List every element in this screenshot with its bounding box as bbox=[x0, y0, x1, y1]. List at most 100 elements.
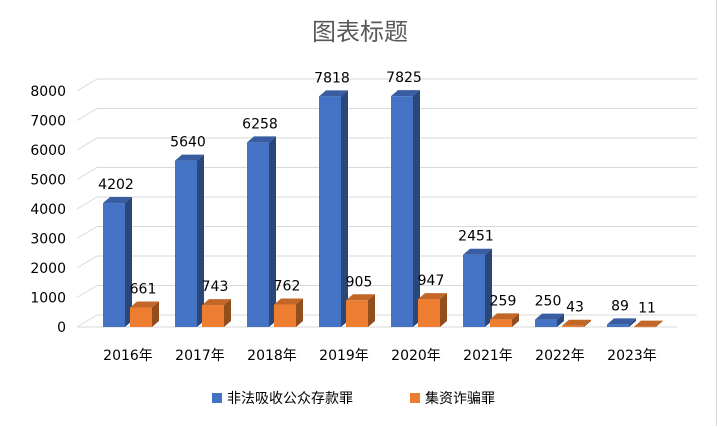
gridline-side bbox=[76, 255, 98, 269]
bar-top bbox=[418, 293, 447, 300]
data-label: 7825 bbox=[386, 70, 422, 86]
bar-side bbox=[584, 319, 591, 327]
x-tick-label: 2021年 bbox=[463, 348, 513, 364]
bar-top bbox=[319, 90, 348, 97]
gridline-side bbox=[76, 314, 98, 328]
bar-front bbox=[463, 254, 485, 327]
bar-front bbox=[562, 325, 584, 327]
data-label: 4202 bbox=[98, 177, 134, 193]
bar-series2 bbox=[346, 294, 375, 327]
data-label: 661 bbox=[130, 282, 157, 298]
bar-top bbox=[490, 313, 519, 320]
bar-front bbox=[391, 96, 413, 327]
data-label: 89 bbox=[611, 298, 629, 314]
bar-front bbox=[175, 160, 197, 327]
bar-side bbox=[224, 299, 231, 327]
bar-series1 bbox=[607, 318, 636, 327]
data-label: 5640 bbox=[170, 135, 206, 151]
y-tick-label: 1000 bbox=[30, 291, 66, 307]
y-tick-label: 5000 bbox=[30, 173, 66, 189]
data-label: 259 bbox=[490, 293, 517, 309]
legend: 非法吸收公众存款罪 集资诈骗罪 bbox=[212, 390, 495, 407]
y-tick-label: 3000 bbox=[30, 232, 66, 248]
gridline-side bbox=[76, 78, 98, 92]
data-label: 6258 bbox=[242, 116, 278, 132]
bar-top bbox=[391, 90, 420, 97]
bar-front bbox=[490, 319, 512, 327]
bar-top bbox=[202, 299, 231, 306]
x-tick-label: 2017年 bbox=[175, 348, 225, 364]
data-label: 250 bbox=[535, 294, 562, 310]
bar-series1 bbox=[319, 90, 348, 327]
data-label: 7818 bbox=[314, 70, 350, 86]
bar-top bbox=[607, 318, 636, 325]
legend-label: 非法吸收公众存款罪 bbox=[227, 391, 353, 407]
bar-top bbox=[130, 301, 159, 308]
x-tick-label: 2020年 bbox=[391, 348, 441, 364]
x-axis: 2016年 2017年 2018年 2019年 2020年 2021年 2022年 2023年 bbox=[103, 348, 657, 364]
bar-series2 bbox=[202, 299, 231, 327]
y-tick-label: 2000 bbox=[30, 261, 66, 277]
bars bbox=[103, 90, 663, 328]
bar-side bbox=[296, 298, 303, 327]
bar-top bbox=[535, 313, 564, 320]
data-label: 2451 bbox=[458, 229, 494, 245]
bar-side bbox=[368, 294, 375, 327]
gridline-side bbox=[76, 196, 98, 210]
bar-series1 bbox=[463, 248, 492, 327]
bar-front bbox=[274, 304, 296, 327]
bar-top bbox=[175, 154, 204, 161]
y-tick-label: 4000 bbox=[30, 202, 66, 218]
bar-front bbox=[103, 203, 125, 327]
bar-side bbox=[440, 293, 447, 327]
bar-front bbox=[418, 299, 440, 327]
y-tick-label: 7000 bbox=[30, 114, 66, 130]
bar-front bbox=[607, 324, 629, 327]
bar-series1 bbox=[391, 90, 420, 327]
data-label: 762 bbox=[274, 279, 301, 295]
x-tick-label: 2018年 bbox=[247, 348, 297, 364]
y-axis: 0 1000 2000 3000 4000 5000 6000 7000 8000 bbox=[30, 84, 66, 336]
gridline-side bbox=[76, 137, 98, 151]
bar-side bbox=[413, 90, 420, 327]
bar-series2 bbox=[634, 320, 663, 328]
bar-side bbox=[512, 313, 519, 327]
gridline-side bbox=[76, 108, 98, 121]
bar-side bbox=[341, 90, 348, 327]
bar-top bbox=[103, 197, 132, 204]
data-label: 905 bbox=[346, 274, 373, 290]
y-tick-label: 0 bbox=[57, 320, 66, 336]
y-tick-label: 6000 bbox=[30, 143, 66, 159]
data-label: 947 bbox=[418, 273, 445, 289]
bar-series1 bbox=[247, 136, 276, 327]
bar-series1 bbox=[535, 313, 564, 327]
gridline-side bbox=[76, 226, 98, 239]
data-label: 11 bbox=[638, 301, 656, 317]
bar-front bbox=[346, 300, 368, 327]
legend-label: 集资诈骗罪 bbox=[425, 390, 495, 407]
gridline-side bbox=[76, 167, 98, 180]
bar-top bbox=[634, 320, 663, 327]
x-tick-label: 2023年 bbox=[607, 348, 657, 364]
bar-front bbox=[202, 305, 224, 327]
bar-side bbox=[125, 197, 132, 327]
bar-side bbox=[656, 320, 663, 327]
gridline-side bbox=[76, 285, 98, 298]
bar-front bbox=[634, 326, 656, 328]
bar-series2 bbox=[130, 301, 159, 327]
x-tick-label: 2022年 bbox=[535, 348, 585, 364]
bar-side bbox=[269, 136, 276, 327]
data-label: 43 bbox=[566, 300, 584, 316]
bar-side bbox=[629, 318, 636, 327]
bar-front bbox=[130, 307, 152, 327]
bar-top bbox=[562, 319, 591, 326]
bar-side bbox=[152, 301, 159, 327]
data-label: 743 bbox=[202, 279, 229, 295]
bar-side bbox=[485, 248, 492, 327]
x-tick-label: 2019年 bbox=[319, 348, 369, 364]
bar-top bbox=[274, 298, 303, 305]
bar-series2 bbox=[490, 313, 519, 327]
y-tick-label: 8000 bbox=[30, 84, 66, 100]
bar-top bbox=[346, 294, 375, 301]
